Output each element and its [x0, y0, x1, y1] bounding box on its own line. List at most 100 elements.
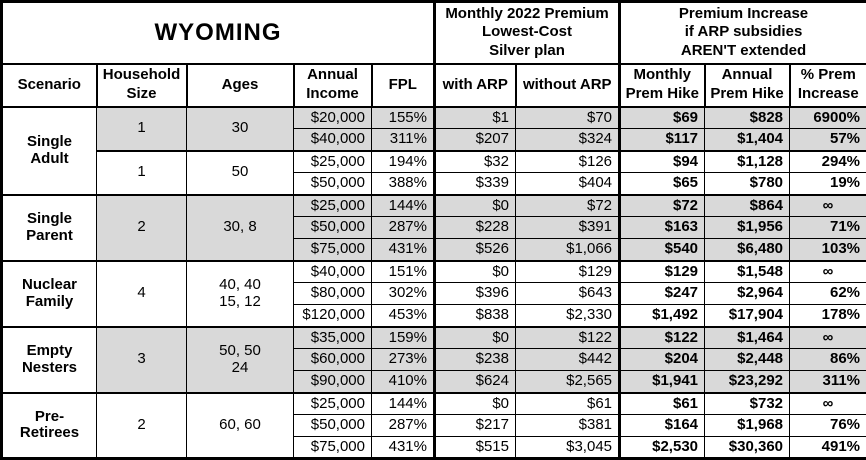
cell-with-arp: $838 — [435, 305, 516, 327]
cell-without-arp: $442 — [516, 349, 620, 371]
ages-cell: 30, 8 — [187, 195, 294, 261]
cell-without-arp: $70 — [516, 107, 620, 129]
cell-annual-income: $75,000 — [294, 239, 372, 261]
col-header-scenario: Scenario — [2, 64, 97, 107]
cell-without-arp: $126 — [516, 151, 620, 173]
cell-without-arp: $3,045 — [516, 437, 620, 459]
cell-monthly-prem-hike: $1,941 — [620, 371, 705, 393]
cell-pct-prem-increase: 311% — [790, 371, 866, 393]
cell-annual-income: $60,000 — [294, 349, 372, 371]
increase-section-header: Premium Increase if ARP subsidies AREN'T… — [620, 2, 866, 64]
cell-fpl: 144% — [372, 195, 435, 217]
cell-pct-prem-increase: 86% — [790, 349, 866, 371]
cell-fpl: 159% — [372, 327, 435, 349]
state-title: WYOMING — [2, 2, 435, 64]
ages-cell: 30 — [187, 107, 294, 151]
household-size-cell: 2 — [97, 393, 187, 459]
cell-without-arp: $72 — [516, 195, 620, 217]
cell-without-arp: $391 — [516, 217, 620, 239]
cell-monthly-prem-hike: $164 — [620, 415, 705, 437]
cell-fpl: 410% — [372, 371, 435, 393]
cell-pct-prem-increase: ∞ — [790, 393, 866, 415]
cell-pct-prem-increase: 19% — [790, 173, 866, 195]
scenario-cell: Single Parent — [2, 195, 97, 261]
cell-annual-income: $25,000 — [294, 393, 372, 415]
cell-pct-prem-increase: 491% — [790, 437, 866, 459]
cell-with-arp: $1 — [435, 107, 516, 129]
cell-fpl: 453% — [372, 305, 435, 327]
cell-annual-prem-hike: $17,904 — [705, 305, 790, 327]
cell-annual-income: $50,000 — [294, 173, 372, 195]
scenario-cell: Nuclear Family — [2, 261, 97, 327]
cell-without-arp: $122 — [516, 327, 620, 349]
household-size-cell: 3 — [97, 327, 187, 393]
cell-monthly-prem-hike: $122 — [620, 327, 705, 349]
cell-monthly-prem-hike: $94 — [620, 151, 705, 173]
household-size-cell: 4 — [97, 261, 187, 327]
cell-annual-income: $40,000 — [294, 129, 372, 151]
cell-monthly-prem-hike: $163 — [620, 217, 705, 239]
cell-pct-prem-increase: ∞ — [790, 261, 866, 283]
cell-annual-income: $25,000 — [294, 151, 372, 173]
cell-fpl: 273% — [372, 349, 435, 371]
section-header-row: WYOMING Monthly 2022 Premium Lowest-Cost… — [2, 2, 866, 64]
cell-with-arp: $238 — [435, 349, 516, 371]
cell-annual-income: $35,000 — [294, 327, 372, 349]
col-header-annual-prem-hike: Annual Prem Hike — [705, 64, 790, 107]
cell-fpl: 151% — [372, 261, 435, 283]
cell-with-arp: $339 — [435, 173, 516, 195]
cell-annual-prem-hike: $1,968 — [705, 415, 790, 437]
cell-pct-prem-increase: ∞ — [790, 327, 866, 349]
cell-with-arp: $0 — [435, 393, 516, 415]
ages-cell: 50, 50 24 — [187, 327, 294, 393]
cell-with-arp: $0 — [435, 195, 516, 217]
cell-pct-prem-increase: 62% — [790, 283, 866, 305]
cell-annual-income: $50,000 — [294, 415, 372, 437]
cell-annual-prem-hike: $30,360 — [705, 437, 790, 459]
cell-annual-prem-hike: $1,464 — [705, 327, 790, 349]
cell-with-arp: $228 — [435, 217, 516, 239]
col-header-monthly-prem-hike: Monthly Prem Hike — [620, 64, 705, 107]
cell-without-arp: $2,330 — [516, 305, 620, 327]
cell-pct-prem-increase: 6900% — [790, 107, 866, 129]
cell-with-arp: $396 — [435, 283, 516, 305]
household-size-cell: 1 — [97, 107, 187, 151]
col-header-pct-prem-increase: % Prem Increase — [790, 64, 866, 107]
scenario-cell: Pre- Retirees — [2, 393, 97, 459]
cell-pct-prem-increase: 76% — [790, 415, 866, 437]
col-header-fpl: FPL — [372, 64, 435, 107]
cell-annual-prem-hike: $23,292 — [705, 371, 790, 393]
cell-pct-prem-increase: 71% — [790, 217, 866, 239]
cell-fpl: 194% — [372, 151, 435, 173]
cell-annual-prem-hike: $864 — [705, 195, 790, 217]
col-header-annual-income: Annual Income — [294, 64, 372, 107]
cell-with-arp: $515 — [435, 437, 516, 459]
cell-fpl: 155% — [372, 107, 435, 129]
cell-with-arp: $0 — [435, 261, 516, 283]
premium-section-header: Monthly 2022 Premium Lowest-Cost Silver … — [435, 2, 620, 64]
cell-fpl: 302% — [372, 283, 435, 305]
cell-monthly-prem-hike: $117 — [620, 129, 705, 151]
cell-annual-prem-hike: $1,128 — [705, 151, 790, 173]
cell-without-arp: $129 — [516, 261, 620, 283]
cell-fpl: 431% — [372, 437, 435, 459]
cell-with-arp: $207 — [435, 129, 516, 151]
cell-annual-income: $80,000 — [294, 283, 372, 305]
cell-with-arp: $217 — [435, 415, 516, 437]
cell-pct-prem-increase: 178% — [790, 305, 866, 327]
cell-without-arp: $643 — [516, 283, 620, 305]
cell-annual-income: $120,000 — [294, 305, 372, 327]
cell-fpl: 431% — [372, 239, 435, 261]
cell-with-arp: $624 — [435, 371, 516, 393]
cell-monthly-prem-hike: $2,530 — [620, 437, 705, 459]
cell-with-arp: $0 — [435, 327, 516, 349]
household-size-cell: 1 — [97, 151, 187, 195]
ages-cell: 60, 60 — [187, 393, 294, 459]
cell-annual-income: $75,000 — [294, 437, 372, 459]
